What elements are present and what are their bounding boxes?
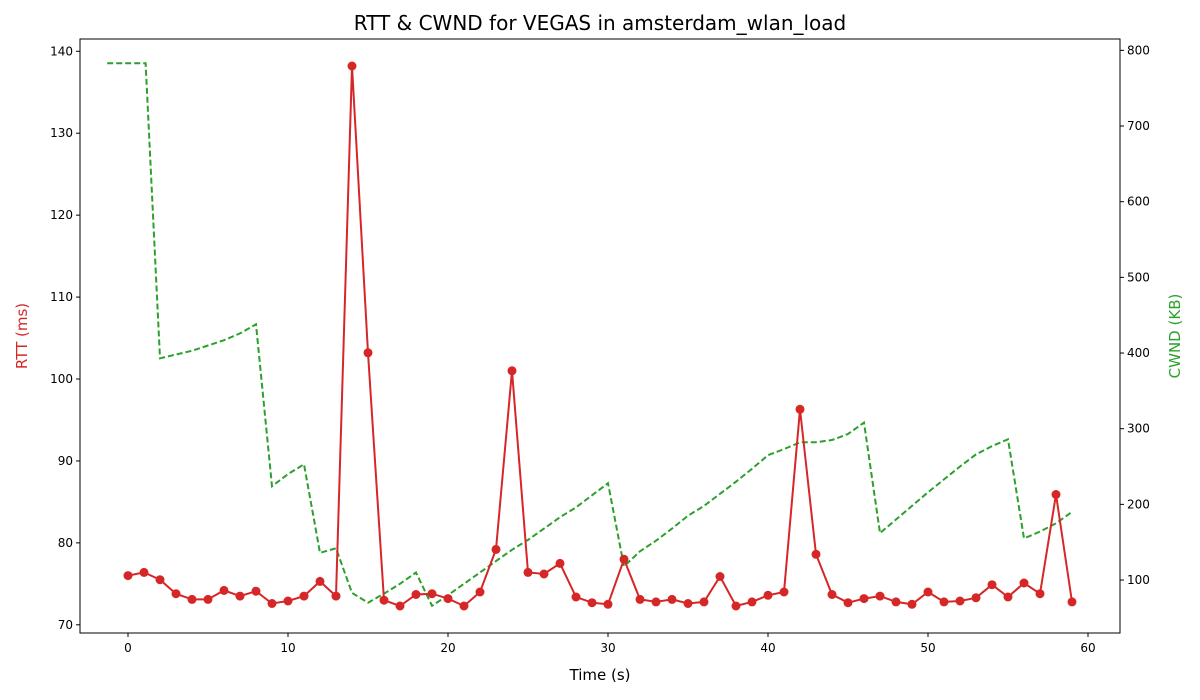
series-layer <box>107 61 1077 611</box>
rtt-point <box>123 571 133 581</box>
rtt-point <box>731 601 741 611</box>
right-y-tick-label: 700 <box>1127 119 1150 133</box>
x-tick-label: 0 <box>124 641 132 655</box>
rtt-point <box>571 592 581 602</box>
rtt-point <box>827 590 837 599</box>
chart-title: RTT & CWND for VEGAS in amsterdam_wlan_l… <box>354 11 847 35</box>
x-tick-label: 50 <box>920 641 935 655</box>
rtt-point <box>715 572 725 581</box>
rtt-point <box>555 558 565 568</box>
rtt-point <box>1051 490 1061 499</box>
rtt-point <box>379 595 389 605</box>
rtt-point <box>411 590 421 599</box>
rtt-point <box>955 596 965 606</box>
rtt-point <box>763 590 773 600</box>
rtt-point <box>795 404 805 414</box>
right-y-tick-label: 600 <box>1127 195 1150 209</box>
rtt-point <box>971 593 981 603</box>
rtt-point <box>747 597 757 607</box>
rtt-point <box>347 61 357 71</box>
x-tick-label: 60 <box>1080 641 1095 655</box>
left-y-tick-label: 80 <box>58 536 73 550</box>
right-y-tick-label: 200 <box>1127 497 1150 511</box>
rtt-point <box>651 597 661 607</box>
x-tick-label: 30 <box>600 641 615 655</box>
right-y-tick-label: 300 <box>1127 422 1150 436</box>
rtt-point <box>1067 597 1077 607</box>
rtt-point <box>475 587 485 597</box>
x-tick-label: 10 <box>280 641 295 655</box>
rtt-point <box>203 594 213 604</box>
rtt-point <box>219 585 229 595</box>
rtt-point <box>587 598 597 608</box>
rtt-point <box>395 601 405 611</box>
right-y-tick-label: 500 <box>1127 270 1150 284</box>
rtt-point <box>1035 589 1045 599</box>
rtt-point <box>683 599 693 608</box>
rtt-point <box>1003 592 1013 602</box>
rtt-point <box>891 597 901 607</box>
axes-layer <box>79 38 1121 634</box>
rtt-point <box>235 591 245 601</box>
rtt-point <box>987 580 997 590</box>
rtt-point <box>907 599 917 609</box>
rtt-point <box>811 549 821 559</box>
rtt-point <box>923 587 933 597</box>
left-y-tick-label: 70 <box>58 618 73 632</box>
rtt-point <box>507 366 517 376</box>
left-y-tick-label: 100 <box>50 372 73 386</box>
rtt-point <box>251 586 261 596</box>
rtt-point <box>363 348 373 358</box>
left-y-tick-label: 110 <box>50 290 73 304</box>
left-y-axis-title: RTT (ms) <box>13 303 31 369</box>
rtt-point <box>427 589 437 599</box>
x-tick-label: 40 <box>760 641 775 655</box>
rtt-point <box>539 569 549 579</box>
rtt-point <box>299 591 309 601</box>
rtt-point <box>939 597 949 607</box>
left-y-tick-label: 130 <box>50 126 73 140</box>
rtt-point <box>315 576 325 586</box>
cwnd-line <box>107 62 1073 608</box>
rtt-point <box>699 597 709 607</box>
rtt-point <box>187 594 197 604</box>
rtt-point <box>283 596 293 606</box>
rtt-line <box>127 65 1073 608</box>
right-y-tick-label: 800 <box>1127 43 1150 57</box>
rtt-point <box>523 567 533 577</box>
rtt-point <box>459 601 469 611</box>
right-y-tick-label: 100 <box>1127 573 1150 587</box>
rtt-point <box>859 594 869 604</box>
left-y-tick-label: 90 <box>58 454 73 468</box>
rtt-point <box>603 599 613 609</box>
rtt-point <box>443 594 453 604</box>
plot-frame <box>79 38 1121 634</box>
rtt-point <box>875 591 885 601</box>
x-tick-label: 20 <box>440 641 455 655</box>
rtt-point <box>843 598 853 608</box>
rtt-point <box>635 594 645 604</box>
x-axis-title: Time (s) <box>569 666 631 684</box>
right-y-axis-title: CWND (KB) <box>1166 294 1184 379</box>
rtt-point <box>619 554 629 564</box>
rtt-point <box>171 589 181 599</box>
rtt-point <box>331 591 341 601</box>
rtt-point <box>667 594 677 604</box>
left-y-tick-label: 120 <box>50 208 73 222</box>
left-y-tick-label: 140 <box>50 44 73 58</box>
right-y-tick-label: 400 <box>1127 346 1150 360</box>
ticks-layer: 0 10 20 30 40 50 60 70 80 90 100 110 120 130 140 100 200… <box>50 43 1150 655</box>
rtt-point <box>139 567 149 577</box>
rtt-point <box>491 544 501 554</box>
rtt-point <box>779 587 789 597</box>
rtt-point <box>267 599 277 608</box>
rtt-point <box>155 575 165 585</box>
rtt-point <box>1019 578 1029 588</box>
